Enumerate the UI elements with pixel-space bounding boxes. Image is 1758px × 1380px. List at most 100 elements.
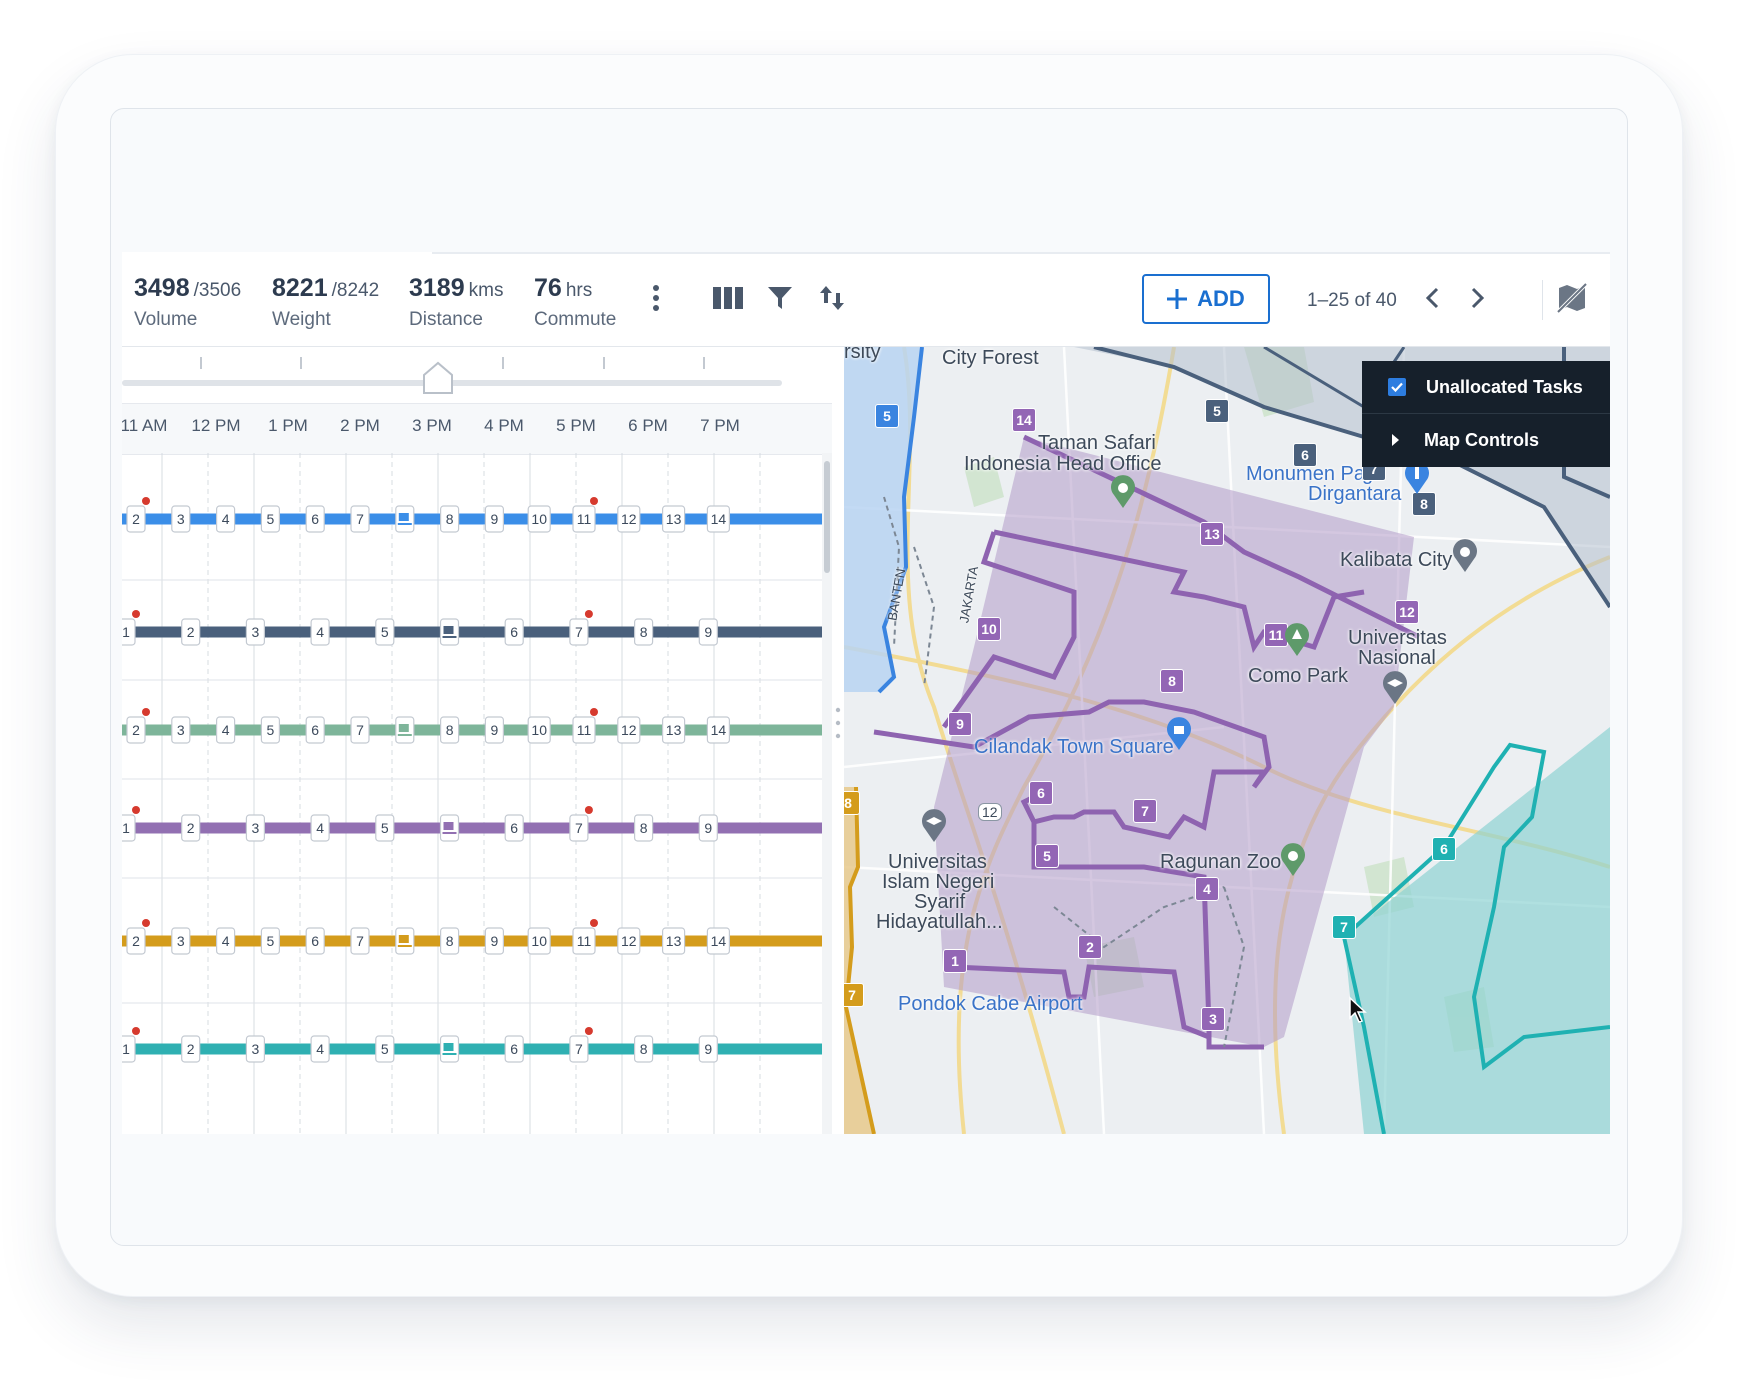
stop-marker[interactable]: 7: [350, 505, 370, 533]
purple-route-marker[interactable]: 8: [1160, 669, 1184, 693]
purple-route-marker[interactable]: 3: [1201, 1007, 1225, 1031]
stop-marker[interactable]: 9: [698, 618, 718, 646]
route-row[interactable]: 2 3 4 5 6 7 8 9 10 11 12 13 14: [122, 708, 822, 744]
stop-marker[interactable]: 7: [569, 814, 589, 842]
stop-marker[interactable]: 7: [569, 1035, 589, 1063]
zoo-pin-icon[interactable]: [1110, 475, 1136, 509]
teal-route-marker[interactable]: 6: [1432, 837, 1456, 861]
stop-marker[interactable]: 2: [181, 814, 201, 842]
checkbox-checked-icon[interactable]: [1388, 378, 1406, 396]
stop-marker[interactable]: 10: [527, 716, 551, 744]
stop-marker[interactable]: 10: [527, 927, 551, 955]
stop-marker[interactable]: 9: [698, 814, 718, 842]
navy-route-marker[interactable]: 6: [1293, 443, 1317, 467]
purple-route-marker[interactable]: 12: [1395, 600, 1419, 624]
stop-marker[interactable]: 13: [661, 505, 686, 533]
stop-marker[interactable]: 8: [440, 505, 460, 533]
stop-marker[interactable]: 5: [260, 505, 280, 533]
slider-thumb[interactable]: [422, 361, 454, 395]
purple-route-marker[interactable]: 5: [1035, 844, 1059, 868]
stop-marker[interactable]: 2: [126, 927, 146, 955]
map-view[interactable]: City Forest rsity Taman Safari Indonesia…: [844, 347, 1610, 1134]
stop-marker[interactable]: 9: [484, 716, 504, 744]
kalibata-pin-icon[interactable]: [1452, 539, 1478, 573]
stop-marker[interactable]: 9: [484, 505, 504, 533]
stop-marker[interactable]: 1: [122, 1035, 136, 1063]
purple-route-marker[interactable]: 10: [977, 617, 1001, 641]
stop-marker[interactable]: 12: [617, 927, 641, 955]
stop-marker[interactable]: 4: [215, 716, 236, 744]
stop-marker[interactable]: 2: [126, 505, 146, 533]
stop-marker[interactable]: 1: [122, 814, 136, 842]
break-stop[interactable]: [395, 505, 415, 533]
stop-marker[interactable]: 5: [260, 716, 280, 744]
stop-marker[interactable]: 5: [260, 927, 280, 955]
stop-marker[interactable]: 4: [310, 814, 330, 842]
stop-marker[interactable]: 14: [706, 505, 731, 533]
school-pin-icon[interactable]: [921, 809, 947, 843]
teal-route-marker[interactable]: 7: [1332, 915, 1356, 939]
map-controls-toggle[interactable]: Map Controls: [1362, 413, 1610, 466]
purple-route-marker[interactable]: 13: [1200, 522, 1224, 546]
purple-route-marker[interactable]: 7: [1133, 799, 1157, 823]
stop-marker[interactable]: 4: [310, 1035, 330, 1063]
shopping-pin-icon[interactable]: [1166, 717, 1192, 751]
purple-route-marker[interactable]: 4: [1195, 877, 1219, 901]
timeline-scroll-thumb[interactable]: [824, 461, 830, 573]
route-row[interactable]: 2 3 4 5 6 7 8 9 10 11 12 13 14: [122, 497, 822, 533]
amber-route-marker[interactable]: 7: [844, 983, 864, 1007]
stop-marker[interactable]: 8: [633, 618, 654, 646]
stop-marker[interactable]: 8: [633, 1035, 654, 1063]
stop-marker[interactable]: 12: [617, 505, 641, 533]
purple-route-marker[interactable]: 9: [948, 712, 972, 736]
stop-marker[interactable]: 5: [375, 1035, 395, 1063]
stop-marker[interactable]: 7: [350, 716, 370, 744]
ragunan-zoo-pin-icon[interactable]: [1280, 843, 1306, 877]
stop-marker[interactable]: 7: [569, 618, 589, 646]
purple-route-marker[interactable]: 6: [1029, 781, 1053, 805]
stop-marker[interactable]: 11: [572, 927, 596, 955]
stop-marker[interactable]: 14: [706, 716, 731, 744]
route-row[interactable]: 1 2 3 4 5 6 7 8 9: [122, 610, 822, 646]
purple-route-marker[interactable]: 11: [1264, 623, 1288, 647]
stop-marker[interactable]: 8: [440, 927, 460, 955]
stop-marker[interactable]: 4: [215, 927, 236, 955]
purple-route-marker[interactable]: 14: [1012, 408, 1036, 432]
split-resize-handle[interactable]: [835, 706, 841, 740]
break-stop[interactable]: [395, 716, 415, 744]
stop-marker[interactable]: 6: [504, 618, 524, 646]
route-row[interactable]: 2 3 4 5 6 7 8 9 10 11 12 13 14: [122, 919, 822, 955]
stop-marker[interactable]: 6: [305, 505, 325, 533]
navy-route-marker[interactable]: 5: [1205, 399, 1229, 423]
chevron-left-icon[interactable]: [1412, 278, 1452, 318]
stop-marker[interactable]: 3: [171, 927, 191, 955]
route-row[interactable]: 1 2 3 4 5 6 7 8 9: [122, 1027, 822, 1063]
map-off-icon[interactable]: [1552, 278, 1592, 318]
route-row[interactable]: 1 2 3 4 5 6 7 8 9: [122, 806, 822, 842]
stop-marker[interactable]: 3: [171, 505, 191, 533]
stop-marker[interactable]: 14: [706, 927, 731, 955]
break-stop[interactable]: [439, 1035, 460, 1063]
purple-route-marker[interactable]: 2: [1078, 935, 1102, 959]
stop-marker[interactable]: 5: [375, 814, 395, 842]
break-stop[interactable]: [395, 927, 415, 955]
filter-icon[interactable]: [760, 278, 800, 318]
add-button[interactable]: ADD: [1142, 274, 1270, 324]
purple-route-marker[interactable]: 1: [943, 949, 967, 973]
stop-marker[interactable]: 6: [305, 927, 325, 955]
stop-marker[interactable]: 6: [305, 716, 325, 744]
stop-marker[interactable]: 11: [572, 505, 596, 533]
stop-marker[interactable]: 13: [661, 927, 686, 955]
stop-marker[interactable]: 1: [122, 618, 136, 646]
stop-marker[interactable]: 6: [504, 1035, 524, 1063]
stop-marker[interactable]: 5: [375, 618, 395, 646]
unallocated-tasks-toggle[interactable]: Unallocated Tasks: [1362, 361, 1610, 413]
stop-marker[interactable]: 3: [171, 716, 191, 744]
blue-route-marker[interactable]: 5: [875, 404, 899, 428]
stop-marker[interactable]: 4: [310, 618, 330, 646]
stop-marker[interactable]: 3: [245, 814, 266, 842]
stop-marker[interactable]: 7: [350, 927, 370, 955]
stop-marker[interactable]: 6: [504, 814, 524, 842]
stop-marker[interactable]: 2: [181, 618, 201, 646]
stop-marker[interactable]: 12: [617, 716, 641, 744]
